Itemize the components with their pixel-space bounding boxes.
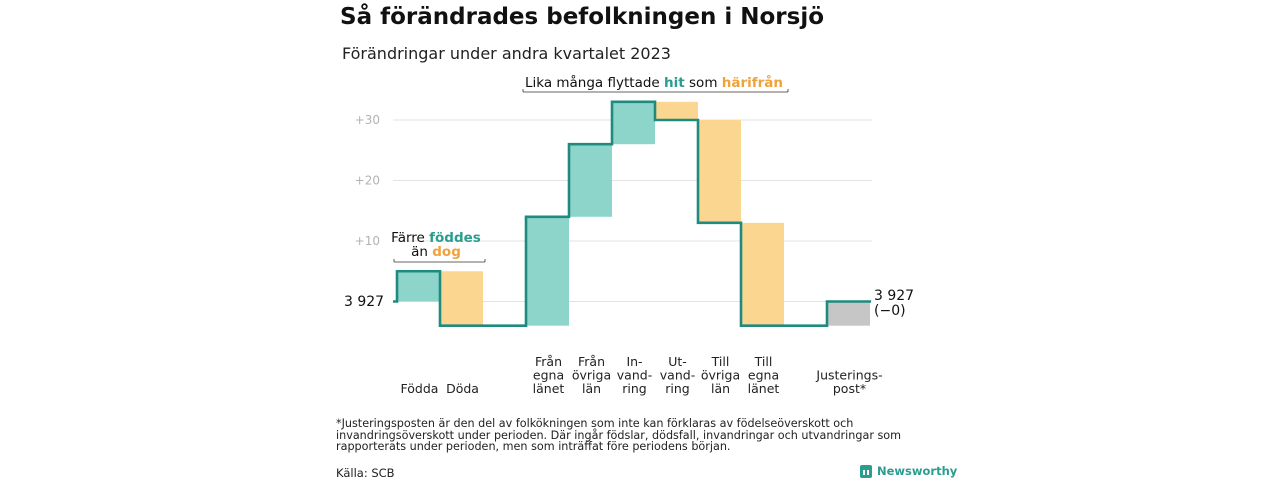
- chart-subtitle: Förändringar under andra kvartalet 2023: [342, 44, 671, 63]
- bar-8: [827, 301, 870, 326]
- end-value-label: 3 927: [874, 288, 914, 304]
- category-label: Från: [535, 354, 562, 369]
- bar-6: [698, 120, 741, 223]
- bar-3: [569, 144, 612, 217]
- category-label: egna: [748, 368, 779, 383]
- category-label: Födda: [401, 381, 439, 396]
- y-tick-label: +10: [355, 234, 380, 248]
- annotation-plain: som: [685, 75, 722, 91]
- bar-2: [526, 216, 569, 326]
- y-tick-label: +20: [355, 174, 380, 188]
- annotation-plain: än: [411, 244, 432, 260]
- bar-5: [655, 101, 698, 120]
- start-value-label: 3 927: [344, 294, 384, 310]
- footnote: *Justeringsposten är den del av folkökni…: [336, 417, 902, 453]
- step-line: [393, 100, 871, 327]
- category-label: län: [582, 381, 601, 396]
- category-label: Ut-: [668, 354, 687, 369]
- brand-name: Newsworthy: [877, 464, 958, 478]
- category-label: Från: [578, 354, 605, 369]
- newsworthy-logo-icon: [860, 464, 872, 478]
- category-label: In-: [626, 354, 642, 369]
- annotation-births-line1: Färre föddes: [391, 230, 481, 246]
- annotation-plain: Lika många flyttade: [525, 74, 664, 91]
- waterfall-chart: +10+20+30 Födda DödaFrånegnalänetFrånövri…: [344, 74, 914, 396]
- category-label: post*: [833, 381, 866, 396]
- category-label: Till: [754, 354, 773, 369]
- y-tick-label: +30: [355, 113, 380, 127]
- category-label: övriga: [701, 368, 740, 383]
- category-label: egna: [533, 368, 564, 383]
- source-label: Källa: SCB: [336, 466, 395, 480]
- annotation-orange: härifrån: [722, 74, 783, 91]
- chart-title: Så förändrades befolkningen i Norsjö: [340, 4, 825, 30]
- category-label: Till: [711, 354, 730, 369]
- annotation-teal: föddes: [429, 230, 481, 246]
- brand: Newsworthy: [860, 464, 957, 478]
- category-label: övriga: [572, 368, 611, 383]
- bar-4: [612, 101, 655, 145]
- gridlines: +10 +20 +30: [355, 113, 872, 302]
- category-label: länet: [533, 381, 565, 396]
- bar-0: [397, 271, 440, 302]
- end-change-label: (−0): [874, 303, 906, 319]
- category-label: vand-: [660, 368, 695, 383]
- annotation-births-line2: än dog: [411, 244, 461, 260]
- category-label: län: [711, 381, 730, 396]
- bars: [397, 101, 870, 326]
- annotation-teal: hit: [664, 75, 685, 91]
- bar-1: [440, 271, 483, 326]
- category-label: Döda: [446, 381, 479, 396]
- category-label: ring: [622, 381, 646, 396]
- annotation-orange: dog: [432, 244, 461, 260]
- annotation-migration: Lika många flyttade hit som härifrån: [525, 74, 783, 91]
- category-label: länet: [748, 381, 780, 396]
- annotation-plain: Färre: [391, 230, 429, 246]
- labels: Födda DödaFrånegnalänetFrånövrigalänIn-va…: [344, 288, 914, 396]
- category-label: vand-: [617, 368, 652, 383]
- cumulative-step-line: [393, 100, 871, 327]
- category-label: ring: [665, 381, 689, 396]
- bar-7: [741, 222, 784, 326]
- category-label: Justerings-: [815, 368, 882, 383]
